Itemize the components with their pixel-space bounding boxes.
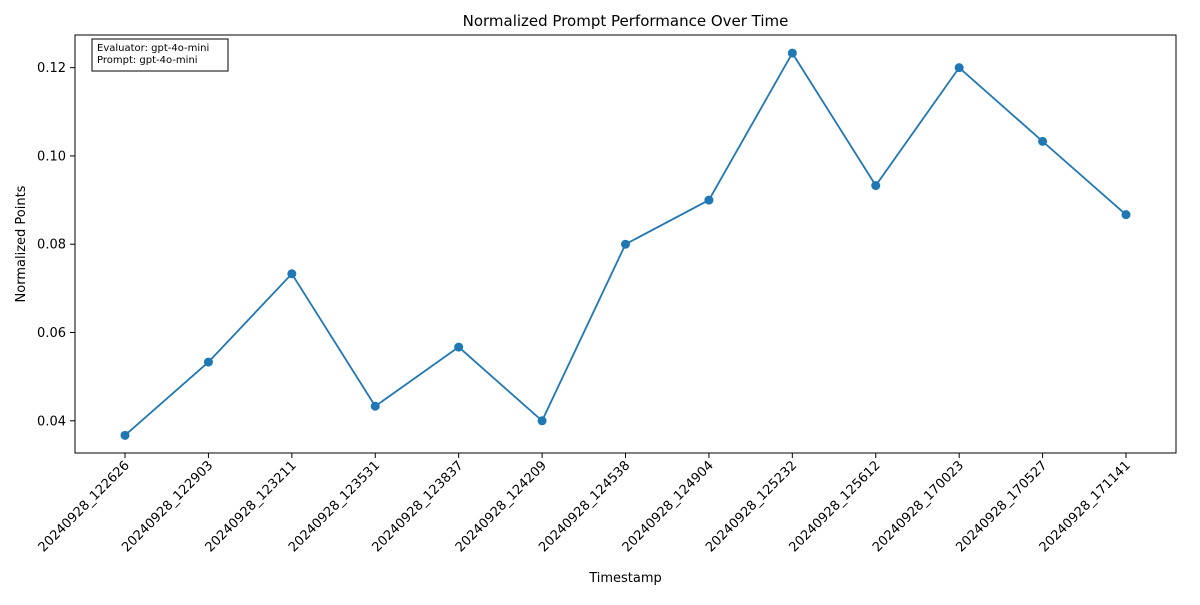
data-point: [1121, 210, 1131, 220]
x-tick-label: 20240928_171141: [1037, 458, 1134, 555]
y-axis-label: Normalized Points: [14, 185, 29, 302]
y-tick-label: 0.08: [37, 238, 66, 253]
x-tick-label: 20240928_125232: [703, 458, 800, 555]
x-tick-label: 20240928_122903: [119, 458, 216, 555]
data-point: [287, 269, 297, 279]
data-point: [621, 239, 630, 249]
x-tick-label: 20240928_124538: [536, 458, 633, 555]
x-tick-label: 20240928_170023: [870, 458, 967, 555]
info-box-frame: [91, 38, 229, 72]
data-point: [704, 195, 714, 205]
x-tick-label: 20240928_124904: [620, 458, 717, 555]
info-prompt: Prompt: gpt-4o-mini: [97, 55, 198, 66]
data-point: [787, 48, 797, 58]
info-box: Evaluator: gpt-4o-mini Prompt: gpt-4o-mi…: [91, 38, 229, 72]
data-point: [1038, 136, 1048, 146]
data-point: [537, 416, 547, 426]
x-axis: 20240928_12262620240928_12290320240928_1…: [36, 453, 1134, 555]
data-point: [370, 401, 380, 411]
y-tick-label: 0.06: [37, 326, 66, 341]
info-evaluator: Evaluator: gpt-4o-mini: [97, 43, 209, 54]
x-tick-label: 20240928_125612: [786, 458, 883, 555]
y-tick-label: 0.10: [37, 149, 66, 164]
x-tick-label: 20240928_123531: [286, 458, 383, 555]
x-tick-label: 20240928_170527: [953, 458, 1050, 555]
x-tick-label: 20240928_124209: [453, 458, 550, 555]
y-tick-label: 0.04: [37, 414, 66, 429]
x-axis-label: Timestamp: [588, 571, 662, 586]
data-point: [120, 430, 130, 440]
chart-title: Normalized Prompt Performance Over Time: [463, 12, 789, 30]
data-point: [454, 342, 464, 352]
x-tick-label: 20240928_123837: [369, 458, 466, 555]
x-tick-label: 20240928_123211: [203, 458, 300, 555]
data-point: [203, 357, 213, 367]
y-tick-label: 0.12: [37, 61, 66, 76]
x-tick-label: 20240928_122626: [36, 458, 133, 555]
series-layer: [120, 48, 1131, 440]
y-axis: 0.04 0.06 0.08 0.10 0.12: [37, 61, 75, 429]
data-point: [954, 63, 964, 73]
data-point: [871, 181, 881, 191]
